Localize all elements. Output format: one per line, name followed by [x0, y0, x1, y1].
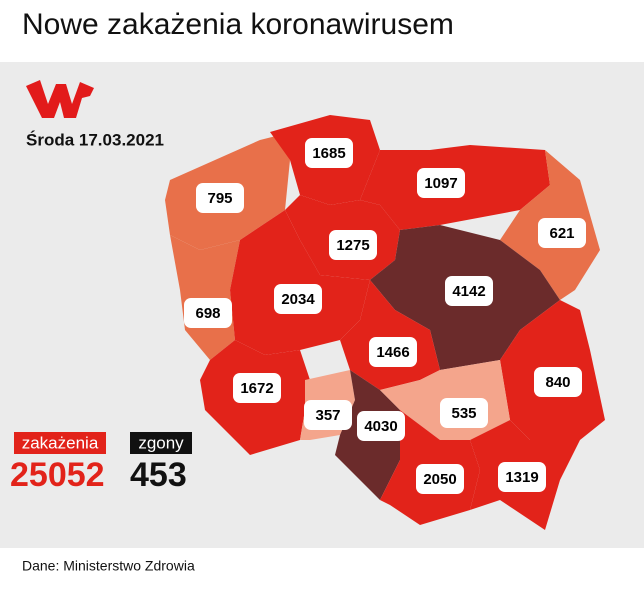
region-label: 840 — [534, 367, 582, 397]
region-label: 1672 — [233, 373, 281, 403]
date: Środa 17.03.2021 — [26, 130, 164, 149]
label-box — [274, 284, 322, 314]
deaths-label: zgony — [138, 433, 184, 452]
label-box — [498, 462, 546, 492]
label-box — [445, 276, 493, 306]
region-value: 1097 — [424, 175, 457, 192]
region-label: 2034 — [274, 284, 322, 314]
label-box — [304, 400, 352, 430]
region-value: 621 — [549, 225, 574, 242]
region-value: 1319 — [505, 469, 538, 486]
infections-total: 25052 — [10, 456, 105, 494]
title: Nowe zakażenia koronawirusem — [22, 8, 454, 41]
region-labels: 795 1685 1097 621 1275 4142 698 2034 1466 840 1672… — [184, 138, 586, 494]
region — [230, 210, 370, 355]
deaths-label-box — [130, 432, 192, 454]
region-label: 535 — [440, 398, 488, 428]
region-value: 357 — [315, 407, 340, 424]
region-label: 4142 — [445, 276, 493, 306]
label-box — [369, 337, 417, 367]
region-label: 4030 — [357, 411, 405, 441]
region-value: 795 — [207, 190, 232, 207]
label-box — [416, 464, 464, 494]
region-value: 1275 — [336, 237, 369, 254]
region-value: 1672 — [240, 380, 273, 397]
label-box — [329, 230, 377, 260]
region-value: 1685 — [312, 145, 345, 162]
region-label: 1466 — [369, 337, 417, 367]
region-value: 4142 — [452, 283, 485, 300]
label-box — [357, 411, 405, 441]
region-label: 1319 — [498, 462, 546, 492]
region-label: 1685 — [305, 138, 353, 168]
region-label: 795 — [196, 183, 244, 213]
label-box — [305, 138, 353, 168]
region-label: 698 — [184, 298, 232, 328]
region-label: 1275 — [329, 230, 377, 260]
region-label: 2050 — [416, 464, 464, 494]
label-box — [233, 373, 281, 403]
logo — [26, 80, 94, 118]
label-box — [440, 398, 488, 428]
region-value: 4030 — [364, 418, 397, 435]
deaths-total: 453 — [130, 456, 187, 494]
region-value: 698 — [195, 305, 220, 322]
label-box — [417, 168, 465, 198]
region-label: 1097 — [417, 168, 465, 198]
label-box — [196, 183, 244, 213]
region-value: 2034 — [281, 291, 315, 308]
region-value: 535 — [451, 405, 476, 422]
label-box — [534, 367, 582, 397]
infections-label: zakażenia — [22, 433, 99, 452]
infections-label-box — [14, 432, 106, 454]
region-value: 840 — [545, 374, 570, 391]
region-value: 2050 — [423, 471, 456, 488]
region-label: 621 — [538, 218, 586, 248]
label-box — [538, 218, 586, 248]
region-label: 357 — [304, 400, 352, 430]
region-value: 1466 — [376, 344, 409, 361]
region — [170, 235, 240, 360]
source: Dane: Ministerstwo Zdrowia — [22, 558, 195, 574]
label-box — [184, 298, 232, 328]
